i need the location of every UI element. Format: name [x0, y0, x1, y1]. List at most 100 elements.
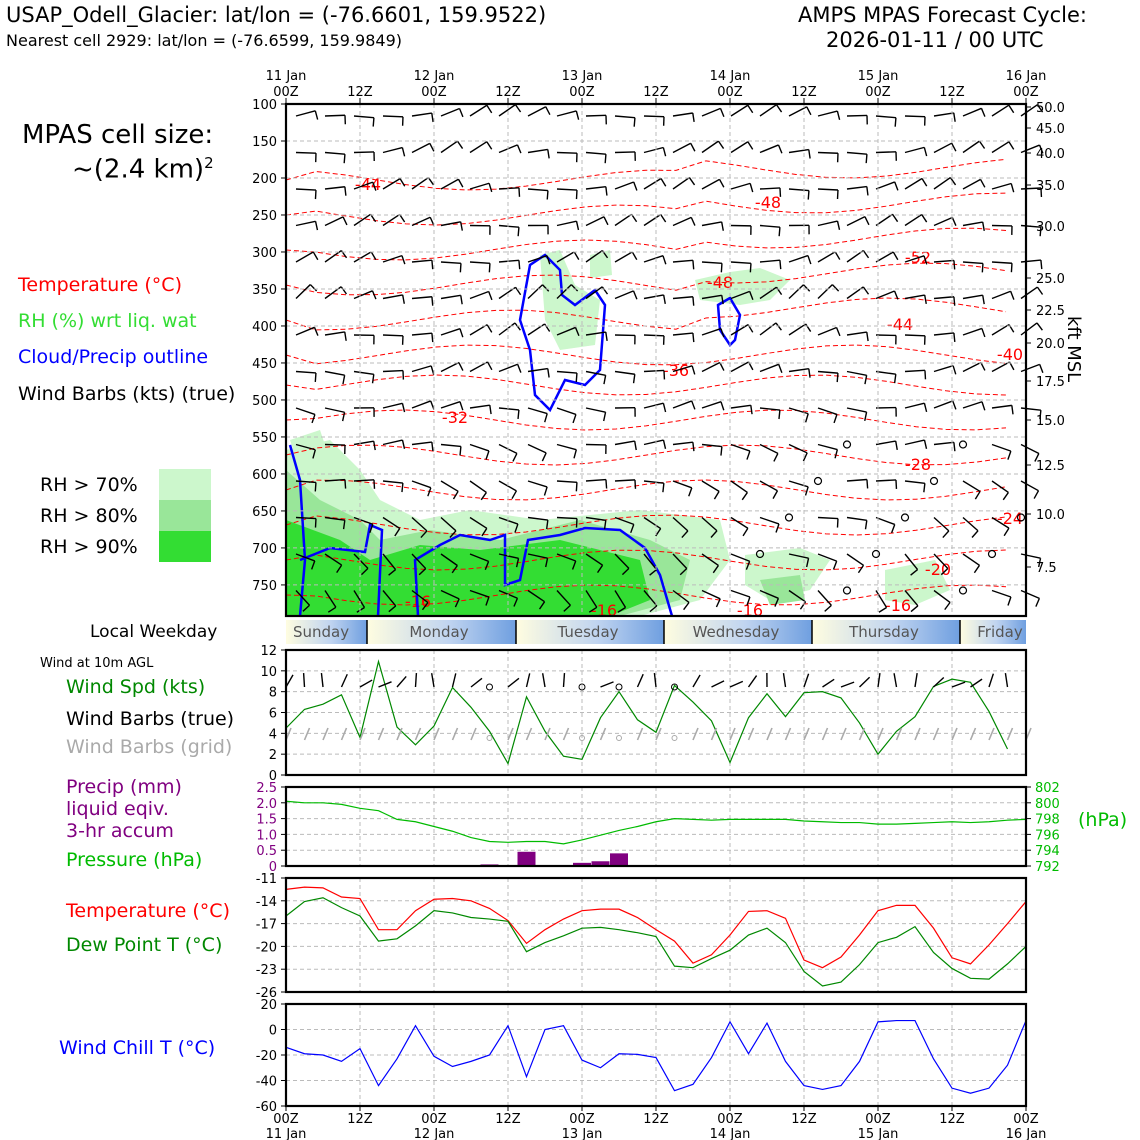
- wind-barb-flag: [327, 606, 337, 613]
- wind-barb-shaft: [614, 181, 634, 190]
- forecast-cycle-title: AMPS MPAS Forecast Cycle:: [798, 3, 1087, 27]
- temperature-axis-ytick-label: -26: [256, 986, 277, 1001]
- wind-barb-flag: [312, 251, 319, 261]
- wind-barb-flag: [779, 260, 782, 270]
- wind-barb-shaft: [643, 255, 664, 263]
- kft-tick-label: 17.5: [1036, 375, 1065, 390]
- wind-barb-flag: [1038, 144, 1044, 154]
- calm-wind-circle: [813, 476, 823, 486]
- wind-barb-shaft: [1020, 480, 1039, 492]
- wind-barb-flag: [720, 328, 725, 338]
- wind-barb-shaft: [701, 261, 723, 265]
- wind-barb-shaft: [701, 443, 722, 448]
- wind-barb-flag: [605, 331, 608, 342]
- wind-barb-shaft: [1020, 443, 1040, 455]
- wind-barb-shaft: [962, 221, 983, 227]
- grid-wind-barb: [396, 727, 403, 741]
- windchill-axis-ytick-label: -20: [256, 1049, 277, 1064]
- wind-barb-flag: [488, 263, 491, 273]
- wind-barb-flag: [683, 602, 690, 611]
- wind-barb-shaft: [846, 114, 868, 117]
- wind-barb-shaft: [498, 259, 519, 263]
- wind-barb-flag: [574, 327, 580, 337]
- wind-barb-shaft: [904, 255, 925, 263]
- wind-barb-flag: [802, 284, 811, 292]
- rh-region: [590, 250, 612, 278]
- wind-barb-shaft: [585, 286, 603, 300]
- wind-barb-shaft: [643, 516, 662, 530]
- wind-barb-flag: [458, 362, 464, 371]
- pressure-hpa-axis-ytick-label: 800: [1035, 797, 1060, 812]
- true-wind-barb: [970, 678, 983, 688]
- pressure-axis-ytick-label: 250: [252, 209, 277, 224]
- wind-barb-flag: [449, 530, 457, 538]
- wind-barb-flag: [688, 487, 693, 497]
- wind-barb-flag: [513, 597, 519, 607]
- cell-size-value: ~(2.4 km)2: [72, 154, 214, 185]
- grid-wind-barb: [470, 727, 477, 741]
- grid-wind-barb: [803, 727, 810, 741]
- wind-barb-flag: [741, 492, 748, 501]
- wind-barb-shaft: [527, 553, 548, 559]
- wind-barb-flag: [401, 294, 405, 304]
- wind-barb-shaft: [730, 589, 751, 598]
- kft-tick-label: 10.0: [1036, 508, 1065, 523]
- wind-barb-shaft: [643, 369, 665, 373]
- grid-wind-barb: [562, 727, 570, 741]
- true-wind-barb: [747, 675, 758, 688]
- wind-barb-flag: [1003, 527, 1010, 537]
- wind-barb-flag: [952, 365, 957, 375]
- wind-speed-line: [285, 659, 1009, 766]
- wind-barb-shaft: [672, 516, 689, 532]
- wind-speed-axis-ytick-label: 4: [269, 727, 277, 742]
- wind-barb-shaft: [701, 480, 720, 492]
- wind-barb-shaft: [527, 106, 547, 117]
- wind-barb-flag: [774, 598, 780, 607]
- precip-bar: [573, 862, 591, 866]
- wind-barb-shaft: [933, 332, 954, 336]
- wind-barb-shaft: [875, 370, 896, 375]
- wind-speed-axis-ytick-label: 6: [269, 707, 277, 722]
- wind-barb-shaft: [353, 151, 375, 154]
- wind-barb-flag: [1035, 598, 1041, 607]
- temperature-panel-label: Temperature (°C): [66, 900, 230, 922]
- wind-barb-flag: [806, 106, 812, 116]
- pressure-line: [285, 800, 1027, 845]
- wind-barb-flag: [804, 486, 809, 496]
- top-hour-label: 00Z: [717, 85, 743, 100]
- wind-barb-flag: [747, 141, 754, 150]
- wind-barb-shaft: [614, 516, 635, 526]
- wind-barb-flag: [952, 400, 957, 410]
- wind-barb-shaft: [788, 407, 809, 415]
- wind-barb-flag: [460, 295, 463, 305]
- wind-barb-shaft: [846, 216, 866, 227]
- weekday-name: Thursday: [848, 623, 919, 641]
- wind-barb-flag: [371, 374, 375, 384]
- wind-barb-flag: [772, 490, 779, 499]
- calm-wind-circle: [958, 440, 968, 449]
- wind-barb-flag: [546, 190, 549, 200]
- wind-barb-shaft: [411, 259, 432, 263]
- wind-barb-flag: [949, 177, 957, 186]
- top-hour-label: 12Z: [791, 85, 817, 100]
- windchill-axis-ytick-label: -60: [256, 1100, 277, 1115]
- wind-barb-shaft: [817, 443, 838, 451]
- legend-rh70-label: RH > 70%: [40, 474, 138, 496]
- wind-barb-flag: [940, 567, 949, 576]
- wind-barb-flag: [401, 147, 406, 157]
- wind-barb-shaft: [672, 296, 693, 300]
- wind-barb-shaft: [353, 370, 374, 376]
- true-wind-barb: [859, 676, 871, 688]
- cross-section-border: [284, 102, 1028, 618]
- wind-barb-shaft: [1020, 553, 1041, 559]
- wind-barb-shaft: [701, 107, 721, 117]
- wind-barb-shaft: [788, 589, 806, 603]
- wind-barb-shaft: [788, 188, 809, 192]
- wind-barb-shaft: [353, 440, 374, 446]
- wind-barb-flag: [715, 598, 721, 608]
- wind-barb-flag: [430, 400, 435, 410]
- wind-barb-flag: [488, 291, 493, 301]
- wind-barb-flag: [314, 372, 317, 382]
- grid-wind-barb: [655, 727, 662, 741]
